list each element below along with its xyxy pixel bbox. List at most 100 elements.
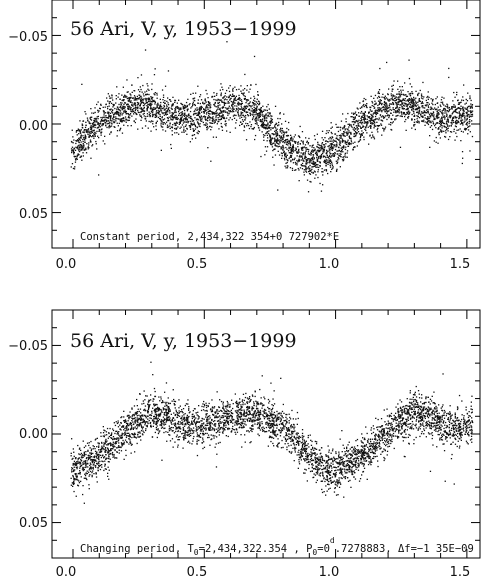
- data-point: [237, 103, 239, 105]
- data-point: [330, 127, 332, 129]
- data-point: [163, 118, 166, 120]
- data-point: [418, 106, 420, 108]
- data-point: [384, 450, 386, 452]
- data-point: [200, 118, 202, 120]
- data-point: [279, 435, 282, 437]
- data-point: [314, 152, 317, 155]
- data-point: [227, 413, 229, 415]
- data-point: [312, 150, 314, 152]
- data-point: [391, 426, 393, 428]
- data-point: [136, 426, 139, 428]
- data-point: [348, 131, 350, 134]
- data-point: [265, 132, 267, 135]
- data-point: [80, 141, 82, 143]
- data-point: [134, 105, 137, 107]
- data-point: [232, 95, 234, 97]
- data-point: [140, 425, 143, 427]
- data-point: [239, 117, 241, 119]
- data-point: [418, 99, 420, 102]
- data-point: [346, 156, 348, 158]
- data-point: [330, 156, 332, 158]
- data-point: [107, 108, 109, 110]
- data-point: [327, 161, 330, 163]
- data-point: [208, 101, 210, 104]
- data-point: [271, 137, 273, 139]
- data-point: [318, 474, 320, 476]
- data-point: [366, 123, 368, 126]
- data-point: [334, 487, 336, 489]
- data-point: [438, 131, 441, 133]
- data-point: [298, 159, 300, 161]
- data-point: [431, 128, 434, 131]
- data-point: [196, 426, 198, 428]
- data-point: [338, 143, 341, 145]
- data-point: [383, 117, 385, 119]
- data-point: [458, 102, 460, 104]
- data-point: [171, 130, 173, 132]
- data-point: [307, 143, 309, 145]
- data-point: [207, 116, 209, 118]
- data-point: [128, 418, 130, 420]
- data-point: [404, 428, 406, 431]
- data-point: [387, 93, 389, 95]
- data-point: [249, 88, 251, 90]
- data-point: [405, 422, 407, 424]
- data-point: [445, 437, 447, 439]
- data-point: [346, 462, 349, 465]
- data-point: [339, 144, 341, 147]
- data-point: [145, 115, 147, 118]
- data-point: [77, 444, 79, 447]
- data-point: [170, 126, 173, 128]
- data-point: [223, 111, 225, 113]
- panel-1-annotation: Constant period, 2,434,322 354+0 727902*…: [80, 231, 339, 243]
- data-point: [234, 99, 236, 101]
- data-point: [245, 99, 247, 101]
- data-point: [208, 402, 210, 405]
- data-point: [178, 133, 180, 135]
- data-point: [117, 437, 120, 439]
- data-point: [320, 155, 323, 157]
- data-point: [148, 111, 150, 113]
- data-point: [364, 116, 366, 118]
- data-point: [344, 135, 346, 137]
- data-point: [284, 159, 286, 161]
- data-point: [449, 117, 451, 119]
- data-point: [369, 118, 371, 120]
- data-point: [190, 118, 192, 120]
- data-point: [117, 108, 120, 111]
- data-point: [231, 108, 233, 110]
- data-point: [134, 417, 136, 419]
- data-point: [327, 163, 329, 165]
- data-point: [331, 140, 333, 142]
- data-point: [441, 96, 443, 98]
- data-point: [435, 136, 437, 139]
- data-point: [109, 442, 111, 445]
- data-point: [288, 152, 290, 154]
- data-point: [131, 102, 133, 104]
- data-point: [153, 93, 155, 95]
- data-point: [375, 417, 377, 419]
- data-point: [215, 415, 217, 417]
- data-point: [463, 430, 465, 432]
- data-point: [245, 106, 247, 108]
- data-point: [339, 438, 341, 440]
- data-point: [214, 112, 216, 114]
- data-point: [348, 471, 350, 473]
- data-point: [375, 109, 377, 111]
- data-point: [386, 108, 389, 110]
- data-point: [471, 120, 473, 122]
- data-point: [285, 139, 287, 141]
- data-point: [95, 476, 98, 478]
- data-point: [107, 112, 109, 114]
- data-point: [240, 113, 242, 115]
- data-point: [105, 468, 107, 470]
- data-point: [378, 117, 380, 119]
- data-point: [271, 146, 274, 148]
- data-point: [262, 105, 264, 107]
- data-point: [316, 166, 318, 168]
- data-point: [413, 115, 415, 117]
- data-point: [149, 101, 151, 103]
- data-point: [454, 121, 456, 123]
- data-point: [458, 112, 460, 114]
- data-point: [400, 112, 402, 114]
